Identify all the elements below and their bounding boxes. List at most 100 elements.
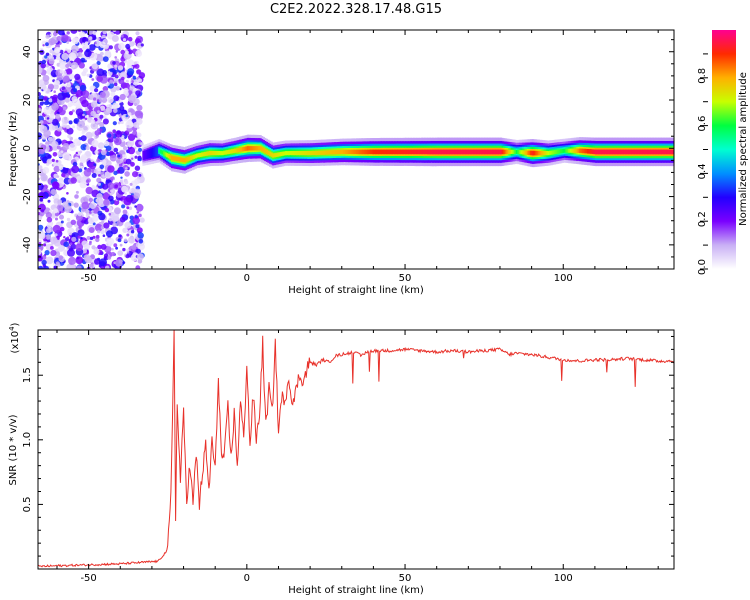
ridge-segment: [446, 149, 449, 155]
noise-blob: [113, 243, 118, 248]
noise-blob: [91, 139, 99, 148]
ridge-segment: [286, 151, 289, 156]
noise-blob: [85, 131, 93, 139]
noise-blob: [125, 50, 129, 55]
noise-blob: [91, 245, 96, 250]
noise-blob: [81, 90, 90, 99]
noise-blob: [66, 192, 69, 195]
noise-blob: [62, 75, 71, 84]
noise-blob: [75, 190, 79, 194]
ridge-segment: [292, 151, 295, 156]
noise-blob: [85, 179, 90, 183]
noise-blob: [64, 205, 72, 214]
noise-blob: [90, 101, 98, 108]
noise-blob: [96, 37, 100, 41]
ridge-segment: [643, 149, 647, 155]
noise-blob: [128, 206, 133, 211]
noise-blob: [82, 113, 85, 117]
spectrogram-x-tick-label: 0: [244, 273, 250, 284]
noise-blob: [96, 99, 100, 102]
noise-blob: [72, 125, 76, 129]
noise-blob: [134, 165, 141, 171]
noise-blob: [99, 114, 104, 119]
noise-blob: [124, 130, 130, 136]
ridge-segment: [424, 149, 427, 155]
ridge-segment: [583, 148, 586, 154]
ridge-segment: [302, 151, 305, 156]
noise-blob: [128, 236, 136, 244]
ridge-segment: [555, 149, 558, 154]
ridge-segment: [300, 151, 303, 156]
ridge-segment: [417, 149, 420, 155]
snr-x-tick-label: -50: [80, 573, 96, 584]
ridge-segment: [357, 149, 360, 155]
noise-blob: [115, 74, 119, 78]
noise-blob: [97, 210, 103, 216]
ridge-segment: [539, 150, 542, 156]
ridge-segment: [561, 149, 564, 153]
noise-blob: [38, 192, 46, 200]
ridge-segment: [166, 153, 169, 158]
ridge-segment: [571, 148, 574, 153]
ridge-segment: [147, 149, 150, 159]
ridge-segment: [269, 151, 272, 156]
ridge-segment: [250, 146, 253, 151]
ridge-segment: [474, 149, 477, 155]
ridge-segment: [422, 149, 425, 155]
noise-blob: [53, 208, 59, 214]
noise-blob: [102, 118, 109, 125]
ridge-segment: [542, 151, 545, 156]
noise-blob: [61, 172, 66, 178]
ridge-segment: [613, 149, 617, 155]
spectrogram-y-tick-label: 0: [22, 145, 33, 151]
noise-blob: [63, 241, 69, 248]
noise-blob: [72, 161, 78, 167]
ridge-segment: [560, 149, 563, 154]
ridge-segment: [599, 149, 602, 155]
colorbar-tick-label: 0.4: [697, 163, 708, 179]
ridge-segment: [351, 149, 354, 155]
ridge-segment: [164, 152, 167, 157]
ridge-segment: [398, 149, 401, 155]
ridge-segment: [221, 151, 224, 156]
noise-blob: [56, 145, 61, 150]
noise-blob: [119, 93, 126, 101]
ridge-segment: [598, 149, 601, 155]
ridge-segment: [587, 149, 590, 154]
ridge-segment: [229, 149, 232, 154]
noise-blob: [102, 30, 108, 35]
ridge-segment: [188, 156, 191, 161]
ridge-segment: [144, 150, 147, 160]
noise-blob: [128, 95, 136, 103]
noise-blob: [125, 43, 131, 50]
noise-blob: [113, 82, 118, 87]
noise-blob: [77, 212, 82, 217]
noise-blob: [64, 97, 70, 103]
noise-blob: [47, 83, 55, 90]
noise-blob: [120, 120, 124, 125]
noise-blob: [97, 230, 101, 234]
noise-blob: [108, 45, 113, 50]
noise-blob: [65, 48, 68, 51]
ridge-segment: [262, 147, 265, 153]
noise-blob: [107, 96, 114, 104]
noise-blob: [114, 64, 118, 68]
noise-blob: [92, 124, 96, 127]
noise-blob: [66, 41, 69, 44]
ridge-segment: [288, 151, 291, 156]
noise-blob: [113, 95, 120, 102]
ridge-segment: [556, 149, 560, 154]
noise-blob: [38, 201, 41, 206]
noise-blob: [127, 36, 133, 42]
noise-blob: [79, 84, 87, 92]
noise-blob: [49, 209, 53, 213]
noise-blob: [45, 34, 50, 39]
noise-blob: [80, 57, 86, 63]
ridge-segment: [371, 149, 374, 155]
ridge-segment: [316, 150, 319, 156]
noise-blob: [104, 171, 112, 179]
noise-blob: [48, 58, 55, 65]
noise-blob: [60, 34, 69, 42]
noise-blob: [125, 79, 129, 83]
noise-blob: [69, 73, 75, 80]
